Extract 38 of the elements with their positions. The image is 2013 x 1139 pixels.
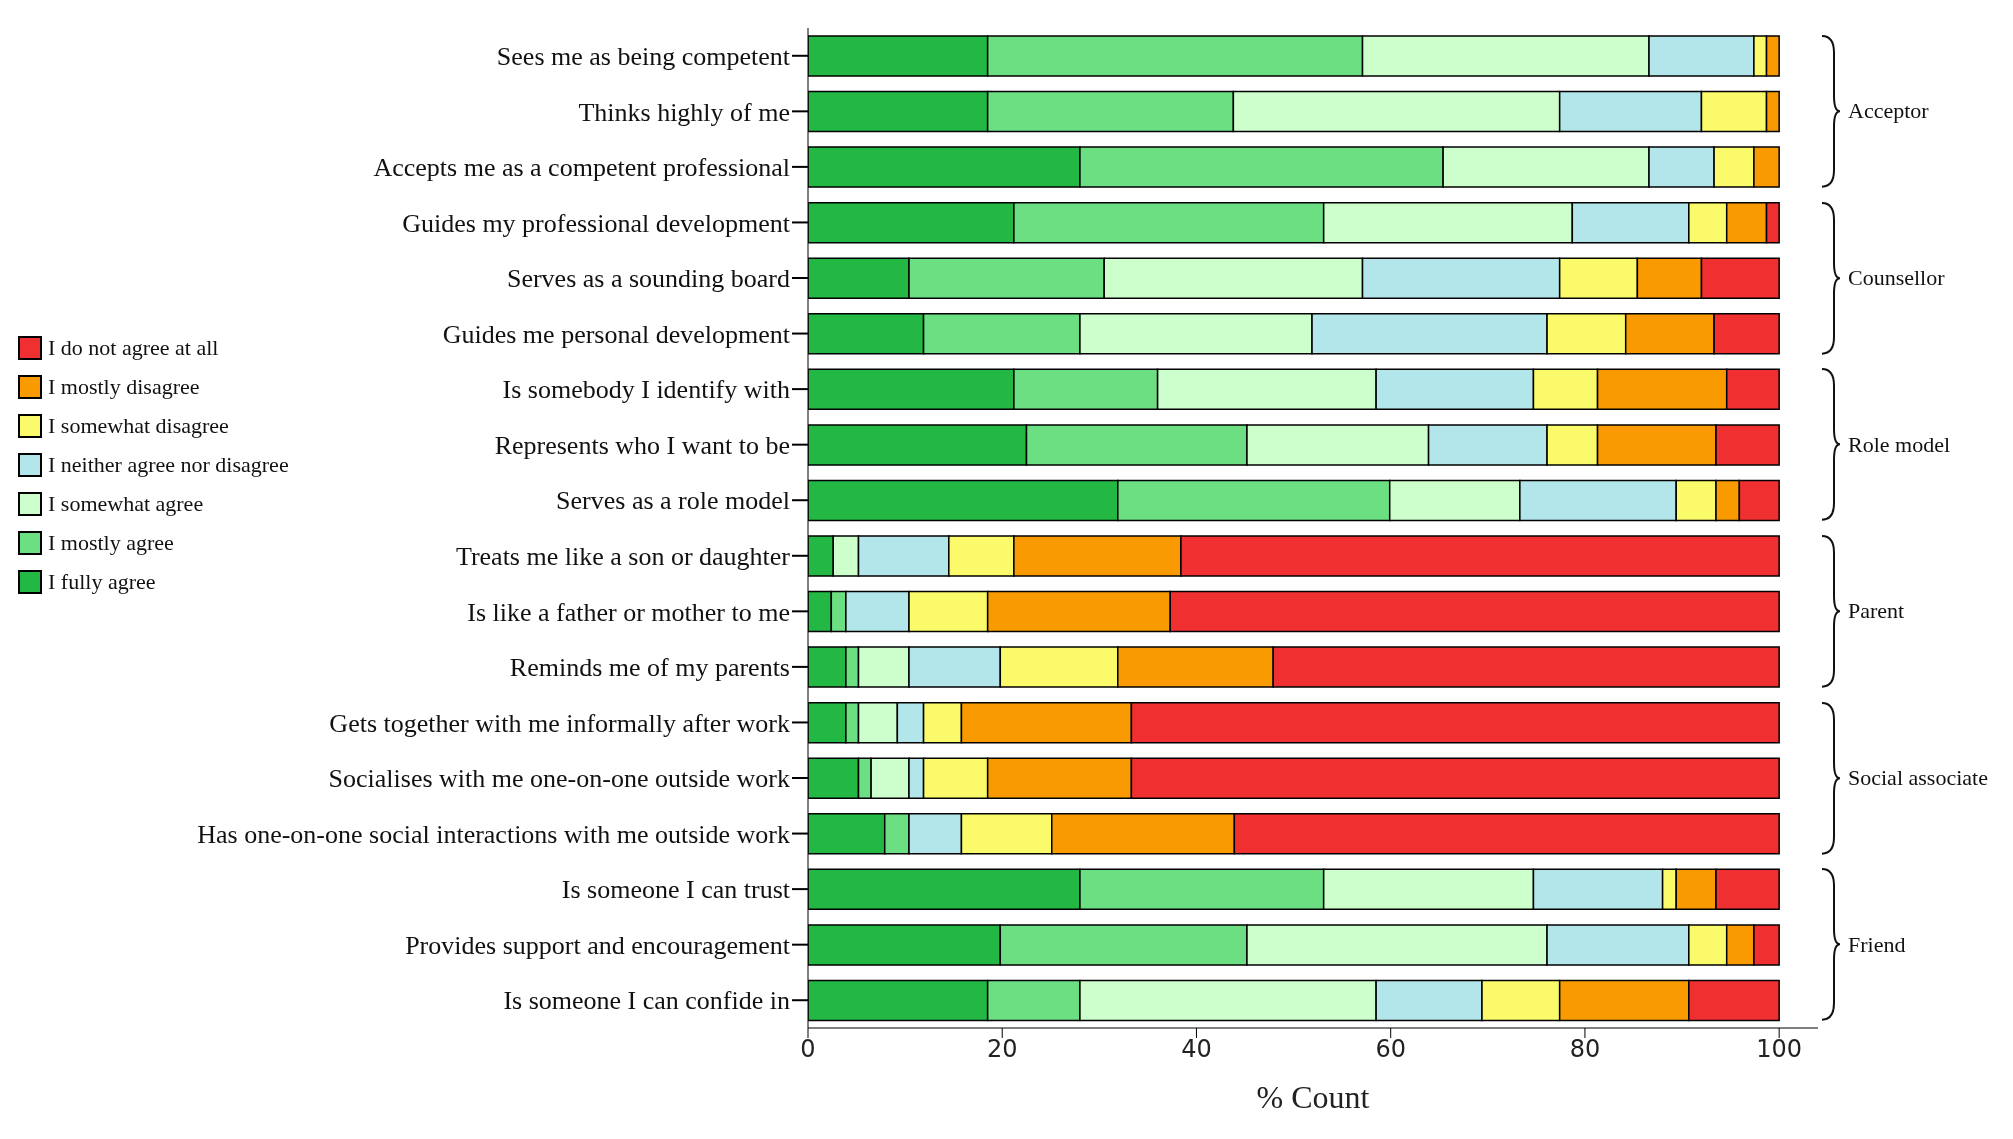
y-tick-label: Is someone I can trust — [561, 875, 791, 905]
text: Friend — [1848, 931, 1906, 958]
y-tick-label: Has one-on-one social interactions with me outside work — [197, 819, 790, 849]
y-tick-label: Guides me personal development — [442, 319, 791, 349]
x-tick-label: 40 — [1181, 1035, 1212, 1064]
text: Role model — [1848, 431, 1951, 458]
legend-label: I fully agree — [48, 568, 156, 595]
x-tick-label: 20 — [986, 1035, 1018, 1064]
text: Social associate — [1848, 764, 1988, 791]
y-tick-label: Serves as a role model — [556, 486, 790, 516]
legend-label: I mostly agree — [48, 529, 174, 556]
y-tick-label: Is somebody I identify with — [502, 375, 790, 405]
x-tick-label: 0 — [800, 1035, 816, 1064]
legend-label: I somewhat disagree — [48, 412, 229, 439]
y-tick-label: Guides my professional development — [402, 208, 791, 238]
legend-label: I mostly disagree — [48, 373, 200, 400]
x-tick-label: 80 — [1569, 1035, 1601, 1064]
text: Parent — [1848, 598, 1905, 625]
y-tick-label: Gets together with me informally after work — [329, 708, 790, 738]
y-tick-label: Treats me like a son or daughter — [455, 542, 791, 572]
y-tick-label: Represents who I want to be — [494, 430, 790, 460]
y-tick-label: Reminds me of my parents — [509, 653, 790, 683]
x-axis-title: % Count — [1256, 1079, 1370, 1115]
y-tick-label: Socialises with me one-on-one outside work — [328, 764, 790, 794]
y-tick-label: Accepts me as a competent professional — [373, 153, 790, 183]
y-tick-label: Provides support and encouragement — [405, 930, 791, 960]
y-tick-label: Sees me as being competent — [496, 42, 791, 72]
x-tick-label: 60 — [1375, 1035, 1406, 1064]
text: Acceptor — [1848, 98, 1929, 125]
text: Counsellor — [1848, 264, 1945, 291]
y-tick-label: Thinks highly of me — [578, 97, 790, 127]
y-tick-label: Is someone I can confide in — [503, 986, 790, 1016]
legend-label: I somewhat agree — [48, 490, 204, 517]
y-tick-label: Is like a father or mother to me — [467, 597, 790, 627]
x-tick-label: 100 — [1756, 1035, 1803, 1064]
legend-label: I neither agree nor disagree — [48, 451, 289, 478]
legend-label: I do not agree at all — [48, 334, 219, 361]
y-tick-label: Serves as a sounding board — [506, 264, 790, 294]
